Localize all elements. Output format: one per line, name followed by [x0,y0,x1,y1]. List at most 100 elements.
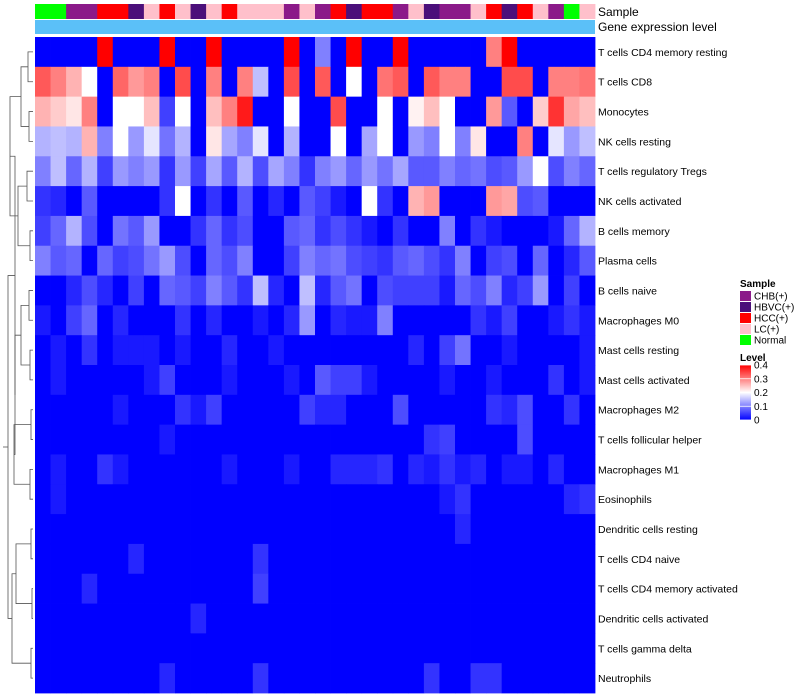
heatmap-cell [283,275,300,306]
heatmap-cell [377,245,394,276]
heatmap-cell [579,514,596,545]
heatmap-cell [517,484,534,515]
heatmap-cell [299,335,316,366]
heatmap-cell [346,543,363,575]
heatmap-cell [346,454,363,485]
heatmap-cell [66,603,83,634]
heatmap-cell [128,186,145,217]
heatmap-cell [190,543,207,575]
heatmap-cell [237,454,254,485]
heatmap-cell [346,603,363,634]
heatmap-cell [470,335,487,366]
heatmap-cell [299,156,316,187]
heatmap-cell [579,305,596,336]
heatmap-cell [346,245,363,276]
heatmap-cell [439,365,456,396]
sample-annotation-cell [377,4,394,19]
heatmap-cell [579,633,596,664]
heatmap-cell [486,156,503,187]
expression-level-track-label: Gene expression level [598,20,717,34]
heatmap-cell [315,394,331,426]
heatmap-cell [548,663,565,694]
heatmap-cell [532,394,549,426]
heatmap-cell [283,394,300,426]
heatmap-cell [501,215,518,247]
heatmap-cell [361,514,378,545]
heatmap-cell [97,66,114,98]
heatmap-cell [143,633,160,664]
heatmap-cell [501,335,518,366]
row-label: T cells CD4 memory resting [598,47,727,59]
heatmap-cell [392,275,409,306]
heatmap-cell [548,156,565,187]
heatmap-cell [50,514,67,545]
heatmap-cell [283,573,300,604]
heatmap-cell [532,186,549,217]
heatmap-cell [517,37,534,68]
heatmap-cell [330,603,347,634]
heatmap-cell [268,484,285,515]
heatmap-cell [299,514,316,545]
heatmap-cell [532,424,549,455]
heatmap-cell [159,335,176,366]
heatmap-cell [517,514,534,545]
heatmap-cell [35,603,51,634]
heatmap-cell [470,305,487,336]
heatmap-cell [377,37,394,68]
heatmap-cell [532,454,549,485]
heatmap-cell [283,603,300,634]
heatmap-cell [330,37,347,68]
heatmap-cell [50,66,67,98]
heatmap-cell [221,186,238,217]
heatmap-cell [143,215,160,247]
heatmap-cell [66,514,83,545]
heatmap-cell [81,633,98,664]
heatmap-cell [532,514,549,545]
heatmap-cell [532,573,549,604]
heatmap-cell [563,454,580,485]
dendrogram-branch [28,290,33,321]
heatmap-cell [315,186,331,217]
heatmap-cell [143,543,160,575]
heatmap-cell [532,96,549,127]
heatmap-cell [470,186,487,217]
heatmap-cell [563,514,580,545]
heatmap-cell [66,335,83,366]
heatmap-cell [408,126,425,157]
heatmap-cell [97,126,114,157]
heatmap-cell [66,156,83,187]
heatmap-cell [455,37,471,68]
heatmap-cell [392,424,409,455]
heatmap-cell [501,156,518,187]
sample-annotation-cell [579,4,596,19]
row-dendrogram [3,51,33,679]
sample-annotation-cell [346,4,363,19]
heatmap-cell [392,573,409,604]
heatmap-cell [346,514,363,545]
sample-legend-swatch [740,302,751,312]
heatmap-cell [299,275,316,306]
heatmap-cell [423,275,440,306]
heatmap-cell [455,96,471,127]
heatmap-cell [81,215,98,247]
dendrogram-branch [17,185,30,247]
heatmap-cell [470,96,487,127]
heatmap-cell [143,454,160,485]
heatmap-cell [315,126,331,157]
heatmap-cell [175,454,191,485]
heatmap-cell [315,66,331,98]
heatmap-cell [252,186,269,217]
heatmap-cell [190,305,207,336]
sample-annotation-cell [35,4,51,19]
heatmap-cell [128,215,145,247]
heatmap-cell [377,275,394,306]
heatmap-cell [252,245,269,276]
heatmap-cell [252,573,269,604]
sample-annotation-cell [486,4,503,19]
heatmap-cell [455,663,471,694]
dendrogram-branch [27,51,33,83]
heatmap-cell [548,454,565,485]
heatmap-cell [517,394,534,426]
heatmap-cell [283,454,300,485]
heatmap-cell [97,603,114,634]
